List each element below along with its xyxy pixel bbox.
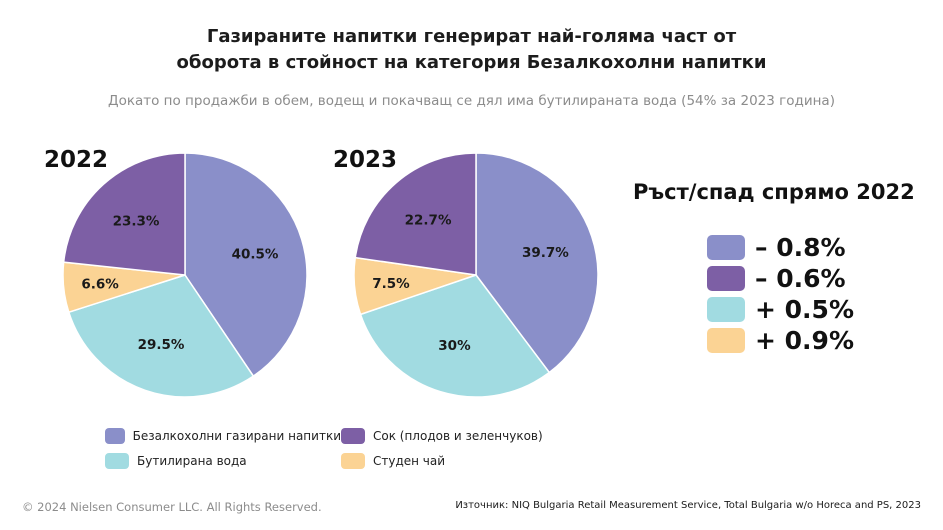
pie-slice-juice — [62, 152, 186, 276]
copyright-text: © 2024 Nielsen Consumer LLC. All Rights … — [22, 500, 322, 514]
pie-chart-2023: 39.7% 30% 7.5% 22.7% — [353, 152, 599, 398]
legend-item-juice: Сок (плодов и зеленчуков) — [341, 428, 561, 444]
change-row-juice: – 0.6% — [707, 263, 854, 294]
pie-2023-year: 2023 — [333, 147, 398, 173]
pie-slice-carbonated — [184, 152, 308, 378]
pie-label-water: 30% — [438, 338, 471, 354]
legend-swatch — [341, 428, 365, 444]
legend-swatch — [105, 453, 129, 469]
change-value: + 0.5% — [755, 295, 854, 324]
change-row-water: + 0.5% — [707, 294, 854, 325]
pie-slice-water — [359, 274, 551, 398]
pie-label-juice: 22.7% — [405, 213, 452, 229]
change-swatch — [707, 266, 745, 291]
title-line-2: оборота в стойност на категория Безалкох… — [176, 52, 767, 73]
pie-2022-year: 2022 — [44, 147, 109, 173]
pie-label-carbonated: 39.7% — [522, 245, 569, 261]
legend-swatch — [105, 428, 125, 444]
legend-swatch — [341, 453, 365, 469]
legend-item-water: Бутилирана вода — [105, 453, 341, 469]
change-value: + 0.9% — [755, 326, 854, 355]
pie-chart-2022: 40.5% 29.5% 6.6% 23.3% — [62, 152, 308, 398]
chart-subtitle: Докато по продажби в обем, водещ и покач… — [108, 93, 835, 109]
pie-slice-water — [67, 274, 255, 398]
change-swatch — [707, 297, 745, 322]
chart-legend: Безалкохолни газирани напитки Сок (плодо… — [105, 428, 561, 469]
legend-label: Безалкохолни газирани напитки — [132, 429, 341, 443]
pie-label-tea: 6.6% — [81, 277, 119, 293]
title-line-1: Газираните напитки генерират най-голяма … — [206, 26, 737, 47]
change-value: – 0.6% — [755, 264, 846, 293]
change-row-tea: + 0.9% — [707, 325, 854, 356]
legend-item-tea: Студен чай — [341, 453, 561, 469]
pie-label-tea: 7.5% — [372, 276, 410, 292]
pie-label-carbonated: 40.5% — [232, 247, 279, 263]
pie-slice-carbonated — [475, 152, 599, 374]
legend-label: Бутилирана вода — [137, 454, 247, 468]
change-list: – 0.8% – 0.6% + 0.5% + 0.9% — [707, 232, 854, 356]
pie-slice-juice — [354, 152, 477, 276]
source-note: Източник: NIQ Bulgaria Retail Measuremen… — [455, 500, 921, 511]
pie-label-water: 29.5% — [138, 337, 185, 353]
change-row-carbonated: – 0.8% — [707, 232, 854, 263]
pie-label-juice: 23.3% — [113, 214, 160, 230]
legend-label: Сок (плодов и зеленчуков) — [373, 429, 543, 443]
legend-label: Студен чай — [373, 454, 446, 468]
change-value: – 0.8% — [755, 233, 846, 262]
legend-item-carbonated: Безалкохолни газирани напитки — [105, 428, 341, 444]
change-swatch — [707, 328, 745, 353]
change-title: Ръст/спад спрямо 2022 — [633, 180, 915, 204]
chart-title: Газираните напитки генерират най-голяма … — [0, 24, 943, 76]
change-swatch — [707, 235, 745, 260]
